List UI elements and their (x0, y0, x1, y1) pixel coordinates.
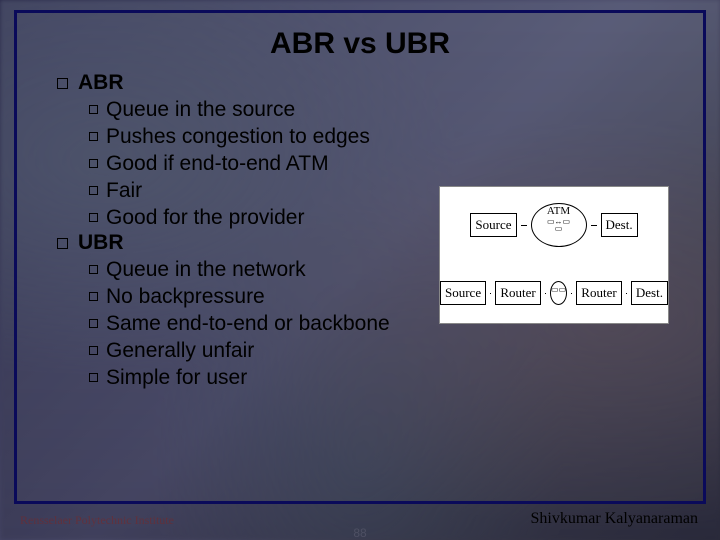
list-item: Pushes congestion to edges (89, 124, 675, 151)
item-text: Same end-to-end or backbone (106, 311, 390, 338)
slide-content: ABR Queue in the source Pushes congestio… (17, 71, 703, 392)
diagram-box-router: Router (495, 281, 540, 305)
page-number: 88 (353, 526, 366, 540)
diagram-cloud: ▭▭ (550, 281, 567, 305)
bullet-icon (89, 132, 98, 141)
item-text: Good if end-to-end ATM (106, 151, 329, 178)
bullet-icon (89, 105, 98, 114)
section-abr: ABR (57, 71, 675, 95)
diagram-row-atm: Source ATM ▭↔▭▭ Dest. (440, 197, 668, 253)
diagram-box-dest: Dest. (601, 213, 638, 237)
bullet-icon (89, 373, 98, 382)
diagram-box-source: Source (440, 281, 486, 305)
diagram-box-source: Source (470, 213, 516, 237)
item-text: Fair (106, 178, 142, 205)
cloud-label: ATM (547, 205, 570, 217)
item-text: Pushes congestion to edges (106, 124, 370, 151)
footer-institute: Rensselaer Polytechnic Institute (20, 513, 174, 528)
bullet-icon (89, 319, 98, 328)
bullet-icon (89, 346, 98, 355)
bullet-icon (89, 265, 98, 274)
list-item: Queue in the source (89, 97, 675, 124)
list-item: Generally unfair (89, 338, 675, 365)
item-text: Queue in the source (106, 97, 295, 124)
cloud-switches-icon: ▭↔▭▭ (547, 218, 570, 232)
network-diagram: Source ATM ▭↔▭▭ Dest. Source Router ▭▭ R… (439, 186, 669, 324)
diagram-box-dest: Dest. (631, 281, 668, 305)
bullet-icon (89, 292, 98, 301)
item-text: Good for the provider (106, 205, 304, 232)
connector-line (571, 293, 572, 294)
section-label: ABR (78, 71, 124, 95)
bullet-icon (57, 78, 68, 89)
item-text: Simple for user (106, 365, 247, 392)
item-text: Queue in the network (106, 257, 306, 284)
diagram-cloud-atm: ATM ▭↔▭▭ (531, 203, 587, 247)
list-item: Simple for user (89, 365, 675, 392)
list-item: Good if end-to-end ATM (89, 151, 675, 178)
bullet-icon (89, 186, 98, 195)
item-text: Generally unfair (106, 338, 254, 365)
footer-author: Shivkumar Kalyanaraman (531, 510, 699, 528)
bullet-icon (57, 238, 68, 249)
slide-title: ABR vs UBR (17, 13, 703, 71)
cloud-switches-icon: ▭▭ (551, 286, 566, 293)
item-text: No backpressure (106, 284, 265, 311)
slide-frame: ABR vs UBR ABR Queue in the source Pushe… (14, 10, 706, 504)
bullet-icon (89, 213, 98, 222)
connector-line (490, 293, 491, 294)
connector-line (591, 225, 597, 226)
connector-line (545, 293, 546, 294)
section-label: UBR (78, 231, 124, 255)
connector-line (626, 293, 627, 294)
diagram-row-router: Source Router ▭▭ Router Dest. (440, 265, 668, 321)
bullet-icon (89, 159, 98, 168)
connector-line (521, 225, 527, 226)
diagram-box-router: Router (576, 281, 621, 305)
